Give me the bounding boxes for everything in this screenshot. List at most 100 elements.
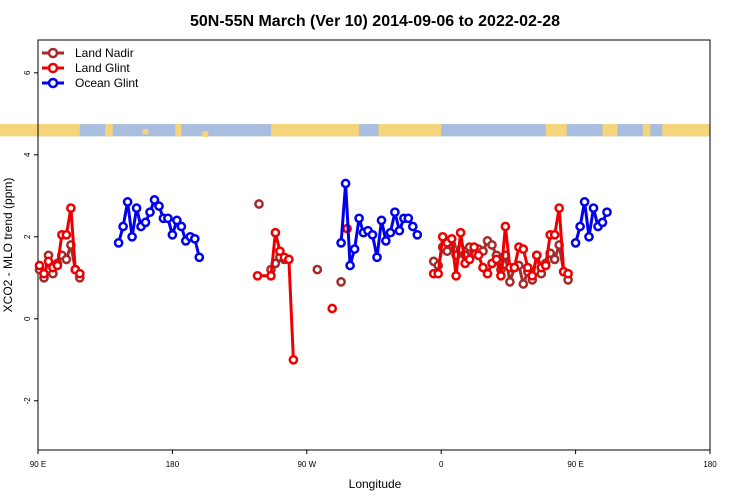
data-point bbox=[376, 215, 387, 226]
data-point bbox=[403, 213, 414, 224]
land-band bbox=[642, 124, 651, 137]
data-point bbox=[575, 221, 585, 232]
land-band bbox=[0, 124, 80, 137]
data-point bbox=[254, 199, 264, 209]
data-point bbox=[52, 260, 63, 271]
data-point bbox=[61, 229, 72, 240]
data-point bbox=[288, 354, 299, 365]
land-band bbox=[202, 131, 209, 137]
data-point bbox=[74, 268, 85, 279]
y-axis-label: XCO2 - MLO trend (ppm) bbox=[1, 178, 15, 313]
data-point bbox=[149, 195, 160, 205]
series-ocean-glint bbox=[113, 178, 612, 271]
data-point bbox=[563, 268, 573, 279]
y-tick-label: 4 bbox=[23, 152, 32, 157]
data-point bbox=[381, 236, 391, 246]
data-point bbox=[61, 254, 72, 265]
x-tick-label: 90 E bbox=[30, 460, 46, 469]
legend-label: Ocean Glint bbox=[75, 76, 139, 90]
data-point bbox=[122, 197, 133, 207]
land-band bbox=[175, 124, 182, 137]
data-point bbox=[554, 203, 565, 213]
land-band bbox=[602, 124, 618, 137]
land-band bbox=[105, 124, 113, 137]
data-point bbox=[549, 254, 560, 265]
data-point bbox=[433, 268, 444, 279]
data-point bbox=[602, 207, 612, 218]
x-axis-label: Longitude bbox=[349, 477, 402, 491]
data-point bbox=[446, 233, 457, 244]
data-point bbox=[491, 254, 502, 265]
data-point bbox=[252, 270, 263, 281]
x-tick-label: 90 W bbox=[297, 460, 316, 469]
y-tick-label: 6 bbox=[23, 70, 32, 75]
land-band bbox=[680, 130, 687, 136]
y-tick-label: 2 bbox=[23, 234, 32, 239]
data-point bbox=[66, 203, 76, 213]
data-point bbox=[194, 252, 205, 263]
data-point bbox=[372, 252, 382, 263]
data-point bbox=[275, 246, 285, 257]
data-point bbox=[482, 268, 493, 279]
data-point bbox=[43, 256, 54, 267]
data-point bbox=[518, 279, 529, 289]
x-axis: 90 E 180 90 W 0 90 E 180 bbox=[30, 450, 717, 469]
land-band bbox=[270, 124, 360, 137]
x-tick-label: 0 bbox=[439, 460, 444, 469]
land-band bbox=[378, 124, 442, 137]
data-point bbox=[39, 268, 49, 279]
land-mask-strip bbox=[0, 124, 710, 137]
data-point bbox=[487, 240, 497, 250]
data-point bbox=[336, 277, 346, 287]
data-point bbox=[345, 260, 355, 271]
data-point bbox=[549, 229, 560, 240]
series-line bbox=[38, 206, 81, 276]
data-point bbox=[500, 221, 511, 232]
data-point bbox=[527, 270, 538, 281]
data-point bbox=[455, 227, 466, 238]
data-point bbox=[588, 203, 599, 213]
series-land-glint bbox=[34, 203, 573, 365]
data-point bbox=[478, 262, 488, 273]
y-axis: -2 0 2 4 6 bbox=[23, 70, 38, 404]
data-point bbox=[172, 215, 182, 226]
data-point bbox=[131, 203, 142, 213]
x-tick-label: 180 bbox=[166, 460, 180, 469]
data-point bbox=[113, 238, 124, 248]
data-point bbox=[597, 217, 608, 228]
data-point bbox=[390, 207, 400, 218]
data-point bbox=[509, 262, 520, 273]
data-point bbox=[496, 270, 506, 281]
plot-frame bbox=[37, 39, 711, 451]
legend-swatch-marker bbox=[47, 47, 59, 59]
data-point bbox=[354, 213, 364, 224]
land-band bbox=[396, 128, 403, 135]
data-point bbox=[469, 242, 479, 252]
data-point bbox=[145, 207, 155, 218]
data-point bbox=[284, 254, 294, 265]
chart-title: 50N-55N March (Ver 10) 2014-09-06 to 202… bbox=[190, 13, 560, 30]
data-point bbox=[531, 250, 542, 261]
data-point bbox=[118, 221, 128, 232]
data-point bbox=[473, 250, 484, 261]
data-point bbox=[167, 229, 178, 240]
y-tick-label: 0 bbox=[23, 316, 32, 321]
data-point bbox=[505, 277, 515, 287]
data-point bbox=[336, 238, 346, 248]
land-band bbox=[306, 130, 313, 136]
legend-label: Land Nadir bbox=[75, 46, 134, 60]
data-point bbox=[522, 262, 533, 273]
x-tick-label: 90 E bbox=[567, 460, 583, 469]
data-point bbox=[163, 213, 173, 224]
data-point bbox=[464, 254, 475, 265]
data-point bbox=[312, 264, 323, 275]
data-point bbox=[189, 233, 200, 244]
data-point bbox=[266, 270, 276, 281]
data-point bbox=[34, 260, 45, 271]
legend-swatch-marker bbox=[47, 62, 59, 74]
series-layer bbox=[34, 178, 612, 365]
x-tick-label: 180 bbox=[703, 460, 717, 469]
data-point bbox=[540, 260, 551, 271]
